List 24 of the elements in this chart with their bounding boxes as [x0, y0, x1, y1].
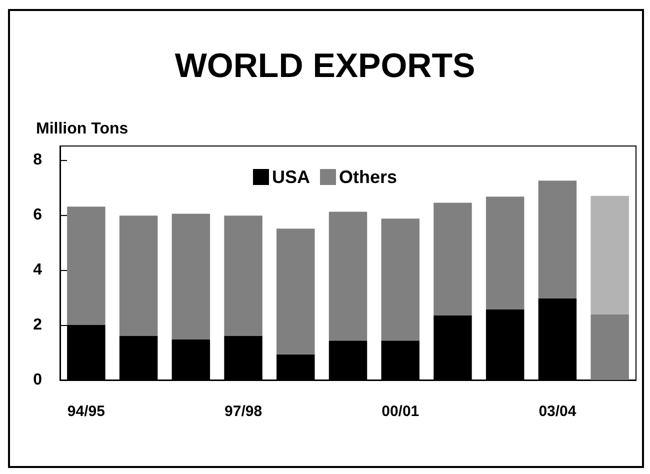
legend-label: USA [272, 167, 310, 187]
bar [328, 212, 368, 341]
bar [276, 228, 315, 354]
legend-label: Others [338, 167, 398, 187]
x-tick-label: 94/95 [67, 403, 105, 420]
bar [434, 202, 472, 316]
bar [538, 180, 577, 299]
y-tick-label: 2 [33, 316, 42, 334]
bar [67, 206, 106, 325]
x-tick-label: 03/04 [538, 403, 577, 420]
bar [590, 196, 629, 314]
bar [381, 218, 420, 341]
bar [224, 216, 262, 336]
y-tick-label: 0 [33, 372, 42, 388]
y-tick-label: 4 [33, 261, 42, 278]
x-tick-label: 97/98 [224, 403, 262, 420]
chart-title: WORLD EXPORTS [174, 47, 476, 85]
x-tick-label: 00/01 [382, 403, 420, 420]
bar [172, 214, 210, 340]
bar [119, 216, 158, 336]
y-axis-title: Million Tons [36, 120, 128, 138]
bar [486, 196, 524, 310]
y-tick-label: 8 [33, 151, 42, 168]
y-tick-label: 6 [33, 206, 42, 224]
